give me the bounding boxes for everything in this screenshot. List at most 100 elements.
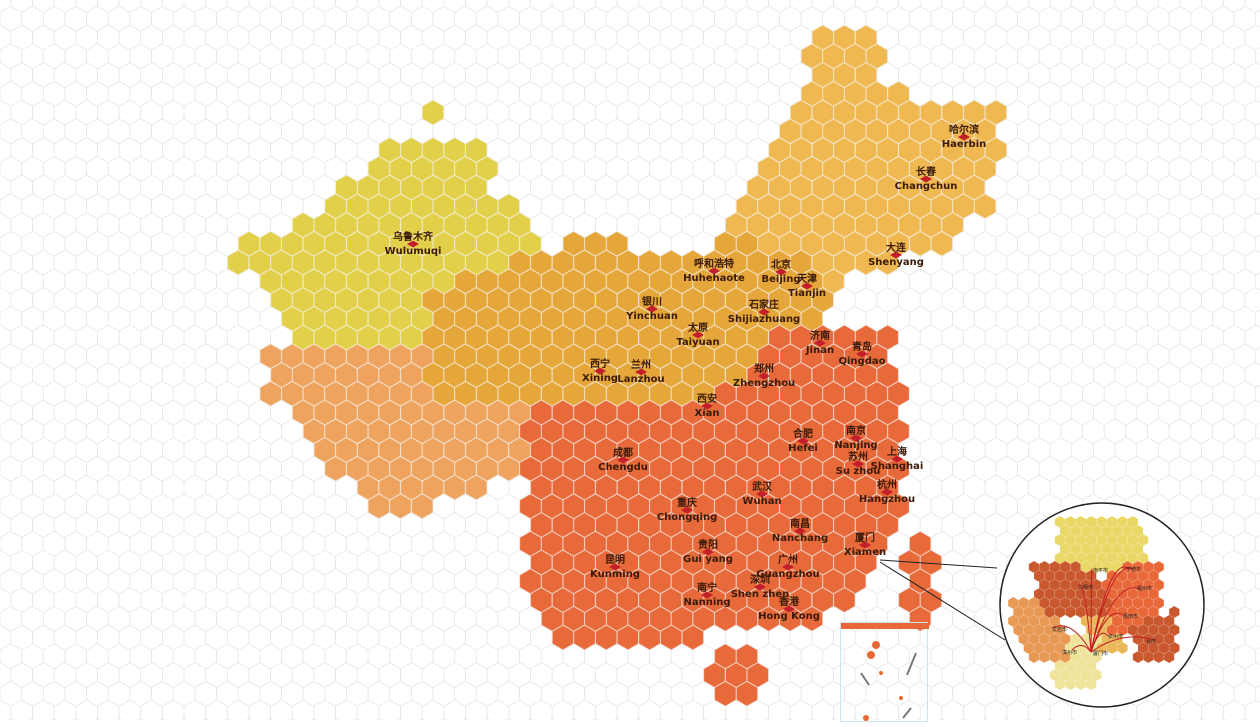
hex-cell-south [790, 549, 812, 576]
hex-cell-xinjiang [335, 249, 358, 276]
city-xian[interactable]: 西安 Xian [694, 394, 720, 419]
city-changchun[interactable]: 长春 Changchun [895, 167, 958, 192]
hex-cell-south [552, 512, 574, 538]
hex-cell-xinjiang [259, 231, 282, 257]
hex-cell-north [790, 287, 812, 313]
city-guangzhou[interactable]: 广州 Guangzhou [756, 555, 819, 580]
city-zhengzhou[interactable]: 郑州 Zhengzhou [733, 364, 795, 389]
hex-cell-south [746, 399, 769, 426]
city-tianjin[interactable]: 天津 Tianjin [788, 274, 826, 299]
inset-flow-line [1090, 566, 1129, 653]
city-jinan[interactable]: 济南 Jinan [806, 331, 834, 356]
city-shenyang[interactable]: 大连 Shenyang [868, 243, 924, 268]
hex-cell-north [606, 343, 628, 369]
city-lanzhou[interactable]: 兰州 Lanzhou [617, 360, 664, 385]
hex-cell-south [616, 437, 639, 463]
hex-cell-northeast [865, 43, 888, 69]
hex-cell-xinjiang [378, 137, 401, 163]
hex-cell-north [476, 381, 499, 407]
hex-cell-south [519, 531, 542, 557]
hex-cell-south [757, 456, 780, 482]
city-shijiazhuang[interactable]: 石家庄 Shijiazhuang [728, 300, 800, 325]
hex-cell-north [519, 306, 542, 332]
mini-panel[interactable] [840, 622, 929, 722]
hex-cell-northeast [800, 156, 823, 182]
hex-cell-xinjiang [346, 306, 369, 332]
city-haerbin[interactable]: 哈尔滨 Haerbin [942, 125, 987, 150]
city-marker-icon [594, 367, 606, 375]
city-qingdao[interactable]: 青岛 Qingdao [839, 342, 886, 367]
hex-cell-south [714, 606, 737, 632]
city-su-zhou[interactable]: 苏州 Su zhou [836, 452, 881, 477]
city-taiyuan[interactable]: 太原 Taiyuan [676, 323, 719, 348]
hex-cell-west [335, 437, 358, 463]
city-huhehaote[interactable]: 呼和浩特 Huhehaote [683, 259, 745, 284]
hex-cell-south [649, 568, 672, 594]
hex-cell-xinjiang [324, 268, 347, 294]
hex-cell-north [768, 249, 791, 276]
hex-cell-west [378, 437, 401, 463]
hex-cell-south [790, 474, 812, 501]
city-hefei[interactable]: 合肥 Hefei [788, 429, 818, 454]
hex-cell-south [671, 531, 693, 557]
hex-cell-north [725, 249, 748, 276]
city-yinchuan[interactable]: 银川 Yinchuan [626, 297, 678, 322]
hex-cell-south [649, 418, 672, 444]
city-chongqing[interactable]: 重庆 Chongqing [657, 498, 717, 523]
hex-cell-north [541, 381, 564, 407]
hex-cell-north [552, 287, 574, 313]
city-beijing[interactable]: 北京 Beijing [762, 260, 801, 285]
hex-cell-xinjiang [389, 193, 412, 219]
inset-flow-line [1090, 567, 1134, 653]
hex-cell-northeast [876, 174, 899, 201]
hex-cell-south [887, 418, 910, 444]
city-xiamen[interactable]: 厦门 Xiamen [844, 533, 886, 558]
hex-cell-xinjiang [270, 249, 293, 276]
city-chengdu[interactable]: 成都 Chengdu [598, 448, 648, 473]
hex-cell-north [638, 249, 661, 276]
city-nanchang[interactable]: 南昌 Nanchang [772, 519, 828, 544]
city-nanjing[interactable]: 南京 Nanjing [834, 426, 877, 451]
city-marker-icon [701, 591, 713, 599]
hex-cell-south [530, 587, 553, 613]
hex-cell-south [779, 493, 802, 519]
city-wuhan[interactable]: 武汉 Wuhan [742, 482, 781, 507]
hex-cell-northeast [811, 174, 834, 201]
city-name-en: Xian [694, 407, 720, 419]
city-nanning[interactable]: 南宁 Nanning [683, 583, 730, 608]
hex-cell-north [519, 268, 542, 294]
city-shanghai[interactable]: 上海 Shanghai [871, 447, 924, 472]
city-wulumuqi[interactable]: 乌鲁木齐 Wulumuqi [385, 232, 442, 257]
hex-cell-north [638, 324, 661, 351]
city-kunming[interactable]: 昆明 Kunming [590, 555, 640, 580]
city-gui-yang[interactable]: 贵阳 Gui yang [683, 540, 733, 565]
xiamen-callout [879, 502, 1205, 708]
hex-cell-northeast [920, 212, 942, 238]
hex-cell-south [822, 456, 845, 482]
hex-cell-south [584, 568, 607, 594]
hex-cell-south [725, 587, 748, 613]
hex-cell-south [671, 456, 693, 482]
hex-cell-north [497, 306, 520, 332]
hex-cell-north [421, 362, 445, 388]
city-hong-kong[interactable]: 香港 Hong Kong [758, 597, 820, 622]
hex-cell-northeast [941, 99, 964, 126]
hex-cell-northeast [757, 231, 780, 257]
hex-cell-northeast [844, 156, 867, 182]
hex-cell-north [681, 362, 704, 388]
hex-cell-south [779, 418, 802, 444]
hex-cell-north [562, 306, 585, 332]
hex-cell-south [681, 474, 704, 501]
hex-cell-taiwan [920, 587, 942, 613]
city-hangzhou[interactable]: 杭州 Hangzhou [859, 480, 915, 505]
hex-cell-xinjiang [400, 174, 423, 201]
hex-cell-xinjiang [389, 306, 412, 332]
hex-cell-northeast [800, 231, 823, 257]
hex-cell-south [606, 418, 628, 444]
city-name-zh: 南宁 [697, 583, 717, 594]
hex-cell-west [411, 493, 434, 519]
hex-cell-south [595, 587, 618, 613]
hex-cell-xinjiang [346, 193, 369, 219]
city-shen-zhen[interactable]: 深圳 Shen zhen [731, 575, 790, 600]
city-xining[interactable]: 西宁 Xining [582, 359, 618, 384]
